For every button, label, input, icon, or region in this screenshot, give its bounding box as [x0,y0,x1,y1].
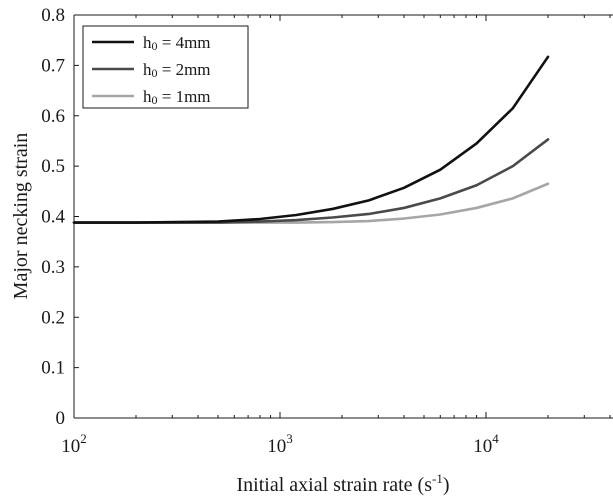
y-tick-label: 0.5 [41,156,65,177]
legend-label: h0 = 4mm [143,33,211,53]
x-axis-title-base: Initial axial strain rate (s [237,474,433,496]
legend-label: h0 = 2mm [143,60,211,80]
x-tick-label-exp: 2 [80,431,87,446]
y-axis-title: Major necking strain [10,133,32,300]
series-line-1 [72,55,550,224]
x-tick-label: 102 [61,431,87,457]
x-tick-label-base: 10 [61,436,80,457]
x-tick-label: 103 [267,431,293,457]
legend-label-post: = 1mm [158,87,211,106]
y-tick-label: 0 [56,408,66,429]
x-axis-title-sup: -1 [432,471,443,486]
legend-label-sub: 0 [152,66,158,80]
y-tick-label: 0.2 [41,307,65,328]
x-tick-label-exp: 4 [492,431,499,446]
y-tick-label: 0.4 [41,207,65,228]
y-tick-label: 0.6 [41,106,65,127]
legend-box [82,25,249,109]
legend-label-post: = 4mm [158,33,211,52]
y-tick-label: 0.1 [41,358,65,379]
x-tick-label-exp: 3 [286,431,293,446]
x-tick-label: 104 [473,431,499,457]
legend-label-sub: 0 [152,39,158,53]
legend-label: h0 = 1mm [143,87,211,107]
x-axis-title-end: ) [443,474,450,496]
y-tick-label: 0.8 [41,5,65,26]
legend-label-sub: 0 [152,93,158,107]
x-tick-label-base: 10 [473,436,492,457]
series-layer [72,55,550,224]
x-tick-label-base: 10 [267,436,286,457]
y-tick-label: 0.3 [41,257,65,278]
legend-label-pre: h [143,60,152,79]
y-tick-label: 0.7 [41,55,65,76]
legend-label-pre: h [143,33,152,52]
x-axis-title: Initial axial strain rate (s-1) [237,471,450,496]
legend-label-pre: h [143,87,152,106]
legend-label-post: = 2mm [158,60,211,79]
